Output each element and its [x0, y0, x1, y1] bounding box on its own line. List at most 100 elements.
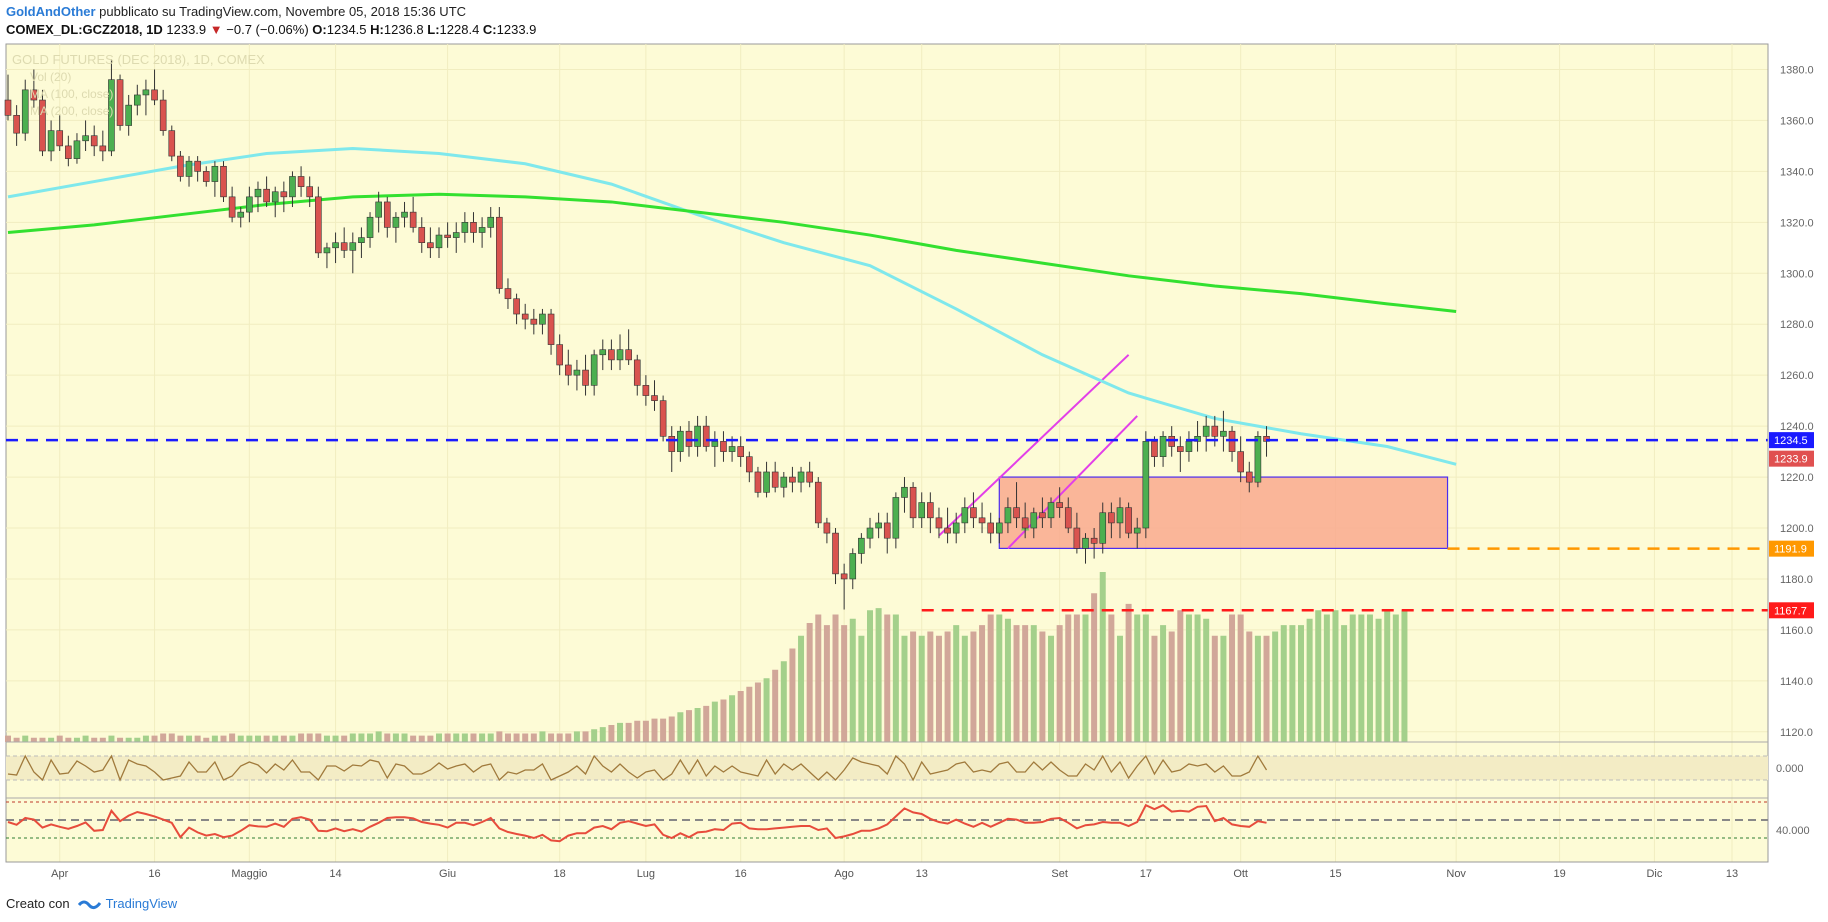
candle-body — [642, 385, 650, 396]
volume-bar — [117, 737, 124, 742]
candle-body — [737, 446, 745, 457]
volume-bar — [73, 737, 80, 742]
volume-bar — [436, 733, 442, 742]
candle-body — [116, 79, 124, 126]
volume-bar — [1237, 614, 1244, 742]
volume-bar — [341, 735, 348, 742]
time-axis[interactable]: Apr 16 Maggio 14 Giu 18 Lug 16 Ago 13 Set 17 Ott 15 No… — [51, 868, 1738, 880]
candle-body — [461, 222, 469, 233]
price-tick-label: 1200.0 — [1780, 523, 1814, 535]
candle-body — [1228, 430, 1236, 452]
tradingview-link[interactable]: TradingView — [105, 896, 178, 911]
horizontal-levels — [6, 438, 1768, 612]
volume-bar — [1280, 625, 1287, 742]
osc2-axis-label: 40.000 — [1776, 825, 1810, 837]
candle-body — [840, 573, 848, 580]
volume-bar — [823, 625, 830, 742]
volume-bar — [306, 733, 313, 742]
volume-bar — [935, 635, 942, 742]
candle-body — [202, 171, 210, 182]
volume-bar — [1030, 625, 1037, 742]
price-tick-label: 1180.0 — [1780, 574, 1813, 586]
volume-bar — [617, 722, 624, 742]
candle-body — [315, 196, 322, 254]
volume-bar — [272, 735, 279, 742]
volume-bar — [522, 733, 529, 742]
volume-bar — [660, 718, 667, 742]
candle-body — [1194, 436, 1201, 442]
candle-body — [858, 537, 865, 554]
volume-bar — [367, 733, 374, 742]
candle-body — [521, 313, 529, 320]
volume-bar — [1341, 625, 1348, 742]
price-tick-label: 1220.0 — [1780, 472, 1814, 484]
price-axis[interactable]: 1120.0 1140.0 1160.0 1180.0 1200.0 1220.0 1240… — [1767, 44, 1814, 862]
candle-body — [1211, 425, 1219, 437]
osc1-line — [7, 754, 1268, 782]
volume-bar — [1185, 614, 1192, 742]
candle-body — [599, 349, 607, 356]
candle-body — [30, 89, 38, 101]
volume-bar — [1289, 625, 1296, 742]
volume-bar — [22, 735, 29, 742]
volume-bar — [668, 716, 675, 742]
volume-bar — [65, 737, 72, 742]
candle-body — [47, 130, 55, 152]
low-value: 1228.4 — [439, 22, 480, 37]
candle-body — [289, 176, 296, 198]
price-tick-label: 1380.0 — [1780, 64, 1814, 76]
legend-vol: Vol (20) — [30, 70, 71, 84]
candle-body — [358, 237, 365, 244]
volume-bar — [177, 735, 184, 742]
candle-body — [246, 196, 253, 213]
volume-bar — [944, 631, 951, 742]
time-tick-label: Dic — [1646, 868, 1662, 880]
volume-bar — [651, 718, 658, 742]
candle-body — [608, 349, 615, 361]
candle-body — [349, 242, 357, 251]
candle-body — [728, 446, 736, 452]
volume-bar — [625, 722, 632, 742]
volume-bar — [979, 625, 986, 742]
time-tick-label: 16 — [735, 868, 747, 880]
time-tick-label: Giu — [439, 868, 456, 880]
volume-bar — [203, 737, 210, 742]
author-link[interactable]: GoldAndOther — [6, 4, 96, 19]
time-tick-label: 16 — [148, 868, 160, 880]
candle-body — [323, 247, 331, 254]
volume-bar — [91, 737, 98, 742]
open-label: O: — [312, 22, 327, 37]
volume-bar — [229, 733, 236, 742]
ma100-line — [7, 146, 1457, 466]
volume-bar — [39, 737, 46, 742]
candle-body — [194, 160, 201, 172]
time-tick-label: Ago — [834, 868, 854, 880]
volume-bar — [142, 735, 149, 742]
candle-body — [280, 191, 288, 198]
candle-body — [375, 201, 382, 218]
candle-body — [108, 79, 115, 152]
volume-bar — [772, 669, 779, 742]
volume-bar — [1323, 614, 1330, 742]
volume-bar — [1401, 610, 1408, 742]
candle-body — [254, 188, 262, 198]
candle-body — [883, 522, 891, 539]
price-tick-label: 1340.0 — [1780, 166, 1814, 178]
volume-bar — [1142, 614, 1149, 742]
candle-body — [1021, 517, 1029, 529]
volume-bar — [677, 712, 684, 742]
candle-body — [39, 99, 46, 152]
volume-bar — [48, 737, 55, 742]
candle-body — [1133, 527, 1141, 534]
candle-body — [1004, 507, 1012, 524]
candle-body — [4, 99, 12, 116]
candle-body — [763, 471, 770, 493]
publish-info: GoldAndOther pubblicato su TradingView.c… — [6, 4, 466, 19]
time-tick-label: Lug — [637, 868, 655, 880]
candle-body — [297, 176, 305, 187]
volume-bar — [504, 733, 511, 742]
candle-body — [383, 201, 391, 228]
volume-bar — [1116, 635, 1123, 742]
candle-body — [582, 369, 589, 386]
